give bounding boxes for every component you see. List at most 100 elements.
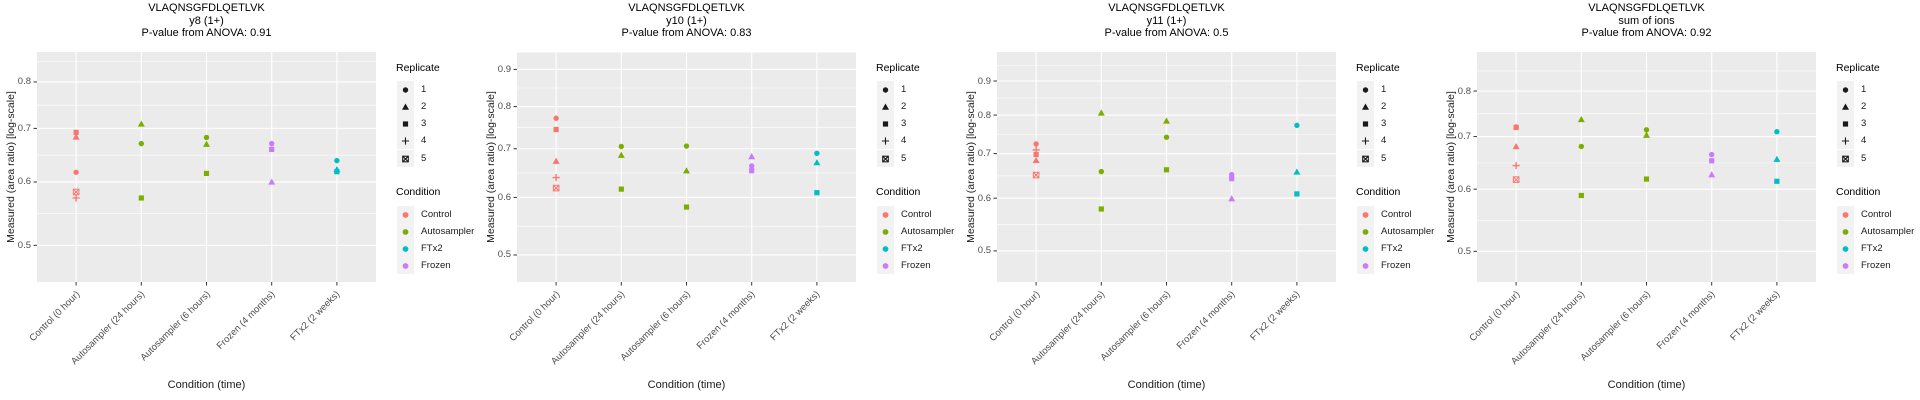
marker-circle [1842, 86, 1849, 93]
square-icon [1362, 121, 1369, 127]
condition-dot-icon [1362, 263, 1369, 270]
marker-triangle [1842, 103, 1849, 110]
circle-icon [1362, 86, 1369, 93]
plot-panel [1473, 52, 1816, 286]
legend-key-replicate-1 [1837, 80, 1854, 98]
legend-label-condition: Frozen [1861, 260, 1891, 272]
y-tick-label: 0.6 [17, 176, 31, 188]
marker-square-cross-x [882, 155, 889, 162]
legend-key-replicate-4 [1357, 132, 1374, 150]
plot-title: VLAQNSGFDLQETLVK [628, 2, 745, 14]
data-point [1229, 176, 1235, 182]
plot-stat-label: P-value from ANOVA: 0.5 [1104, 27, 1229, 39]
y-axis-title: Measured (area ratio) [log-scale] [5, 91, 17, 243]
legend-key-replicate-2 [397, 97, 414, 115]
plot-title: VLAQNSGFDLQETLVK [148, 2, 265, 14]
condition-dot-icon [882, 228, 889, 235]
plot-title-block: VLAQNSGFDLQETLVK y10 (1+) P-value from ANO… [517, 2, 856, 40]
condition-dot-icon [402, 228, 409, 235]
legend-key-replicate-3 [877, 115, 894, 132]
data-point [1513, 124, 1519, 130]
data-point [814, 190, 820, 196]
legend-key-condition-control [1357, 205, 1374, 223]
data-point [1512, 176, 1520, 183]
legend-label-replicate: 5 [1381, 152, 1387, 164]
legend-label-condition: Frozen [901, 260, 931, 272]
data-point [683, 204, 690, 210]
data-point [138, 195, 144, 201]
legend-key-condition-control [1837, 205, 1854, 223]
data-point [683, 167, 690, 174]
legend-title-condition: Condition [396, 186, 441, 198]
legend-label-condition: FTx2 [901, 243, 923, 254]
circle-icon [402, 86, 409, 93]
square-icon [402, 121, 409, 127]
condition-dot [402, 246, 409, 252]
square-cross-icon [1842, 155, 1849, 162]
legend-key-replicate-5 [1357, 149, 1374, 167]
plot-title: VLAQNSGFDLQETLVK [1588, 2, 1705, 14]
marker-square-cross-x [72, 188, 80, 196]
data-point [1032, 171, 1040, 179]
condition-dot [1362, 263, 1369, 270]
marker-square-cross-x [402, 155, 409, 162]
legend-label-replicate: 1 [1861, 83, 1867, 95]
legend-key-condition-control [397, 205, 414, 223]
legend-label-replicate: 3 [421, 118, 427, 129]
square-cross-icon [882, 155, 889, 162]
data-point [1774, 178, 1780, 184]
y-tick-label: 0.5 [1457, 245, 1471, 257]
legend-label-replicate: 5 [421, 152, 427, 164]
data-point [1294, 191, 1300, 197]
data-point [1098, 206, 1104, 212]
data-point [203, 170, 210, 176]
square-icon [882, 121, 889, 127]
marker-circle [882, 86, 889, 93]
condition-dot-icon [1362, 228, 1369, 235]
data-point [1774, 129, 1780, 135]
legend-key-condition-ftx2 [1357, 240, 1374, 257]
marker-square-cross-box [882, 155, 889, 162]
data-point [1577, 115, 1585, 123]
y-tick-label: 0.5 [17, 239, 31, 251]
marker-square-cross-x [1512, 176, 1520, 183]
circle-icon [1842, 86, 1849, 93]
data-point [748, 163, 755, 169]
legend-label-condition: Control [421, 208, 452, 220]
plot-title-block: VLAQNSGFDLQETLVK y11 (1+) P-value from ANO… [997, 2, 1336, 40]
plus-icon [401, 137, 410, 145]
data-point [1294, 122, 1300, 129]
data-point [268, 178, 276, 185]
plot-stat-label: P-value from ANOVA: 0.83 [621, 27, 752, 39]
condition-dot [1362, 228, 1369, 235]
legend-key-replicate-4 [397, 132, 414, 150]
data-point [813, 159, 821, 166]
plus-icon [1841, 137, 1850, 145]
legend-label-condition: Autosampler [1381, 225, 1435, 237]
x-axis-title: Condition (time) [1127, 379, 1206, 391]
marker-triangle [1362, 103, 1369, 110]
data-point [552, 184, 560, 192]
data-point [1097, 109, 1105, 116]
marker-square [402, 121, 409, 127]
legend-key-condition-frozen [1357, 257, 1374, 275]
data-point [1708, 171, 1716, 178]
data-point [333, 165, 341, 173]
y-axis-title: Measured (area ratio) [log-scale] [965, 91, 977, 243]
legend-label-condition: FTx2 [421, 243, 443, 254]
marker-square-cross [882, 155, 889, 162]
marker-square-cross-box [1842, 155, 1849, 162]
legend-title-condition: Condition [1836, 186, 1881, 198]
y-tick-label: 0.7 [1457, 131, 1471, 143]
marker-square-cross-x [1362, 155, 1369, 162]
marker-circle [1362, 86, 1369, 93]
condition-dot-icon [1842, 228, 1849, 235]
square-cross-icon [1362, 155, 1369, 162]
y-tick-label: 0.6 [497, 191, 511, 203]
marker-square-cross-x [1842, 155, 1849, 162]
legend-key-replicate-5 [1837, 149, 1854, 167]
legend-label-replicate: 2 [901, 100, 907, 112]
plot-panel [993, 52, 1336, 286]
data-point [553, 126, 559, 133]
